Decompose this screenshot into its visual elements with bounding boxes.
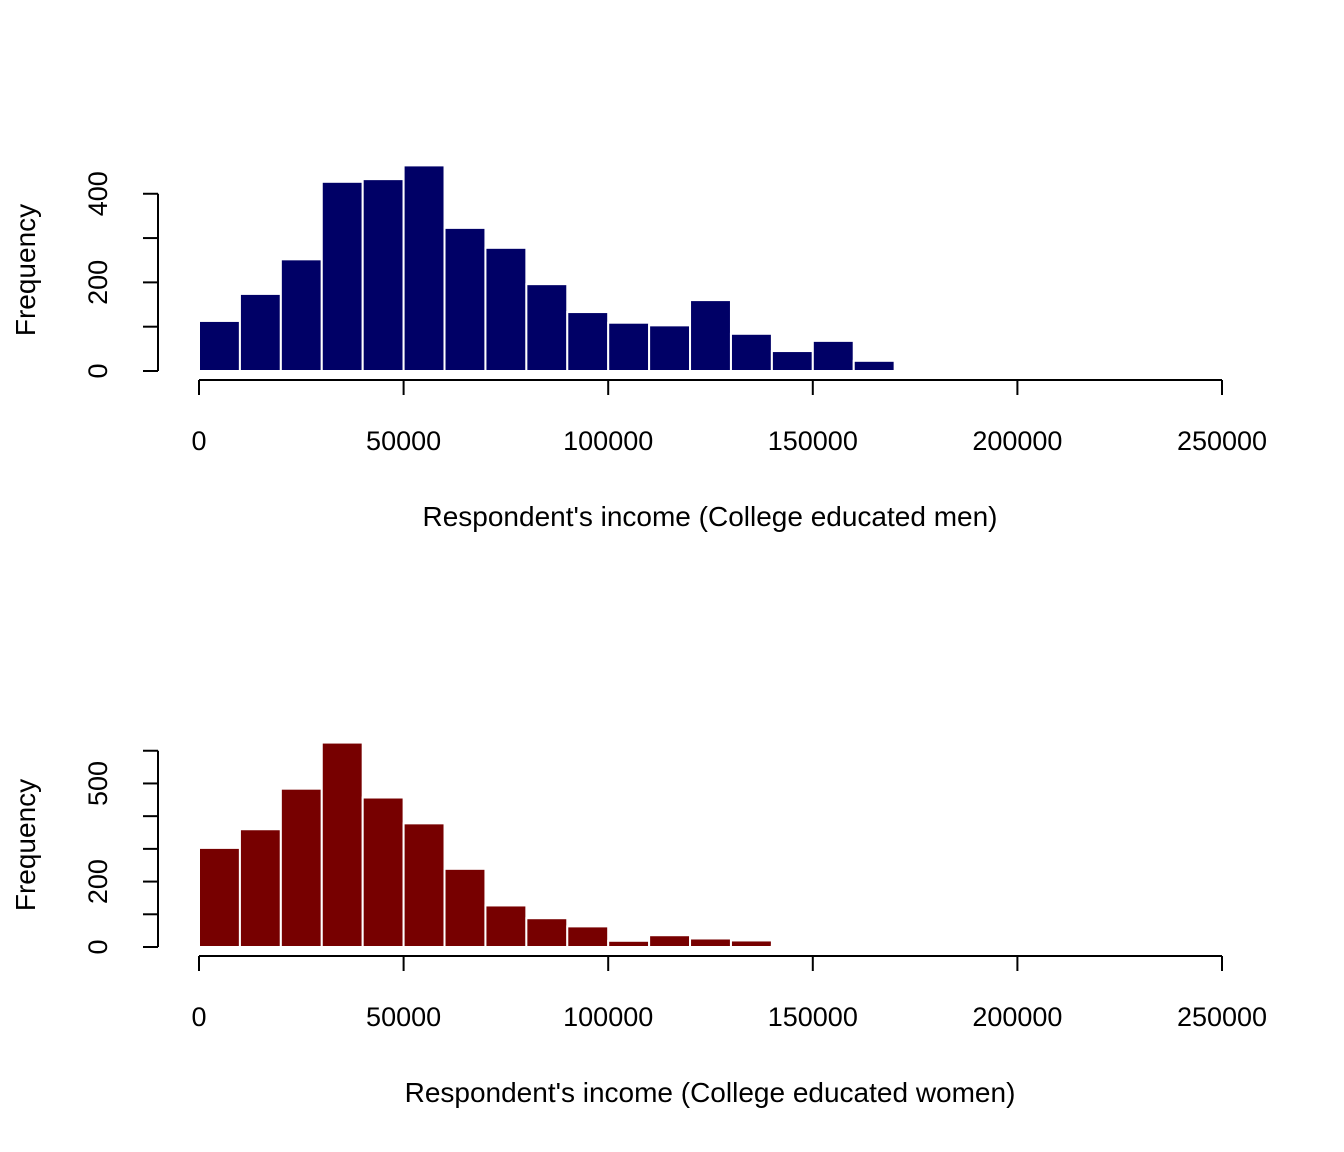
men-x-axis-title: Respondent's income (College educated me… [422,501,997,532]
women-bar-90000 [566,925,610,948]
women-y-tick-label-0: 0 [83,939,113,954]
women-bar-160000 [852,945,896,949]
men-bar-0 [198,319,241,372]
men-bar-140000 [770,350,814,372]
men-x-tick-label-0: 0 [191,426,206,456]
men-bar-50000 [402,164,446,372]
men-bar-160000 [852,359,896,372]
women-x-tick-label-0: 0 [191,1002,206,1032]
women-bar-130000 [729,939,773,949]
men-bar-40000 [361,178,405,372]
men-y-axis: 0 200 400 [83,171,159,379]
men-bar-10000 [238,292,282,373]
men-bar-130000 [729,332,773,373]
women-x-tick-label-50000: 50000 [366,1002,441,1032]
men-x-tick-label-150000: 150000 [768,426,858,456]
men-x-axis: 0 50000 100000 150000 200000 250000 [191,379,1267,456]
women-y-tick-label-200: 200 [83,859,113,904]
men-bar-100000 [607,321,651,372]
women-bar-0 [198,846,241,948]
men-income-histogram: 0 50000 100000 150000 200000 250000 0 200 400 R… [10,164,1267,532]
women-bar-150000 [811,944,855,949]
men-bar-30000 [320,180,364,372]
women-x-axis: 0 50000 100000 150000 200000 250000 [191,955,1267,1032]
women-income-histogram: 0 50000 100000 150000 200000 250000 0 200 500 R… [10,741,1267,1108]
women-bar-140000 [770,944,814,948]
men-x-tick-label-200000: 200000 [972,426,1062,456]
men-y-tick-label-200: 200 [83,260,113,305]
women-bar-100000 [607,939,651,948]
women-x-tick-label-200000: 200000 [972,1002,1062,1032]
men-bar-120000 [689,299,732,373]
men-bar-70000 [484,246,528,373]
men-y-tick-label-0: 0 [83,363,113,378]
women-x-tick-label-150000: 150000 [768,1002,858,1032]
men-bar-20000 [279,258,323,373]
men-bars [198,164,896,373]
men-x-tick-label-50000: 50000 [366,426,441,456]
women-y-tick-label-500: 500 [83,761,113,806]
women-y-axis: 0 200 500 [83,749,159,955]
women-bars [198,741,896,949]
men-y-axis-title: Frequency [10,204,41,336]
men-x-tick-label-100000: 100000 [563,426,653,456]
women-bar-70000 [484,904,528,949]
women-bar-50000 [402,822,446,948]
women-x-tick-label-250000: 250000 [1177,1002,1267,1032]
women-bar-40000 [361,796,405,949]
men-y-tick-label-400: 400 [83,171,113,216]
women-bar-10000 [238,828,282,949]
women-x-axis-title: Respondent's income (College educated wo… [405,1077,1016,1108]
men-bar-110000 [648,324,692,372]
men-bar-90000 [566,311,610,372]
women-x-tick-label-100000: 100000 [563,1002,653,1032]
women-bar-120000 [689,937,732,949]
men-x-tick-label-250000: 250000 [1177,426,1267,456]
men-bar-60000 [443,226,487,372]
men-bar-150000 [811,339,855,373]
women-bar-60000 [443,867,487,949]
women-bar-110000 [648,934,692,949]
women-bar-80000 [525,917,569,949]
women-bar-30000 [320,741,364,948]
men-bar-80000 [525,283,569,373]
women-y-axis-title: Frequency [10,779,41,911]
women-bar-20000 [279,787,323,948]
